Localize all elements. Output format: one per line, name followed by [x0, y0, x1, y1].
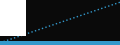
Bar — [0, 0, 26, 36]
Bar — [0, 40, 120, 45]
